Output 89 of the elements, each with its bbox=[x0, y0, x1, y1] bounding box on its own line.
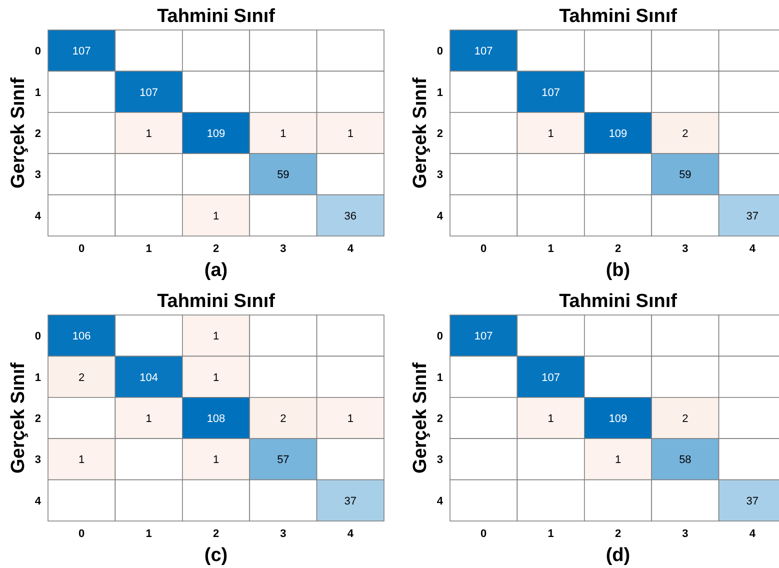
x-tick-label: 0 bbox=[480, 243, 487, 255]
data-label: 109 bbox=[608, 128, 628, 140]
data-label: 107 bbox=[72, 46, 91, 58]
y-tick-label: 4 bbox=[34, 495, 42, 508]
data-label: 109 bbox=[608, 413, 628, 425]
x-tick-label: 3 bbox=[682, 528, 688, 540]
y-tick-label: 2 bbox=[34, 413, 41, 425]
data-label: 1 bbox=[614, 454, 622, 466]
chart-title: Tahmini Sınıf bbox=[157, 291, 276, 312]
data-label: 106 bbox=[72, 330, 91, 343]
data-label: 37 bbox=[746, 495, 759, 508]
data-label: 1 bbox=[347, 128, 354, 140]
y-axis-title: Gerçek Sınıf bbox=[410, 76, 431, 188]
chart-title: Tahmini Sınıf bbox=[559, 291, 678, 312]
data-label: 58 bbox=[679, 454, 692, 466]
data-label: 1 bbox=[146, 413, 152, 425]
data-label: 37 bbox=[344, 495, 357, 508]
y-tick-label: 1 bbox=[436, 372, 443, 384]
data-label: 1 bbox=[212, 210, 220, 222]
text: (c) bbox=[204, 545, 228, 566]
data-label: 57 bbox=[277, 454, 290, 466]
data-label: 2 bbox=[280, 413, 286, 425]
data-label: 2 bbox=[682, 128, 688, 140]
y-axis-title: Gerçek Sınıf bbox=[8, 76, 29, 188]
x-tick-label: 4 bbox=[749, 243, 756, 255]
chart-title: Tahmini Sınıf bbox=[157, 6, 276, 27]
text: (b) bbox=[606, 260, 630, 281]
chart-title: Tahmini Sınıf bbox=[559, 6, 678, 27]
x-tick-label: 2 bbox=[614, 243, 622, 255]
y-tick-label: 2 bbox=[436, 413, 443, 425]
x-tick-label: 3 bbox=[682, 243, 688, 255]
data-label: 59 bbox=[679, 169, 692, 182]
data-label: 1 bbox=[548, 128, 554, 140]
x-tick-label: 1 bbox=[548, 243, 554, 255]
y-tick-label: 1 bbox=[34, 86, 41, 99]
data-label: 1 bbox=[212, 330, 220, 343]
data-label: 1 bbox=[212, 372, 220, 384]
y-tick-label: 3 bbox=[34, 454, 41, 466]
x-tick-label: 4 bbox=[347, 528, 354, 540]
x-tick-label: 1 bbox=[548, 528, 554, 540]
data-label: 1 bbox=[548, 413, 554, 425]
data-label: 1 bbox=[280, 128, 286, 140]
data-label: 1 bbox=[212, 454, 220, 466]
data-label: 36 bbox=[344, 210, 357, 222]
x-tick-label: 0 bbox=[480, 528, 487, 540]
data-label: 107 bbox=[542, 372, 560, 384]
x-tick-label: 2 bbox=[212, 243, 220, 255]
y-tick-label: 3 bbox=[34, 169, 41, 182]
data-label: 1 bbox=[146, 128, 152, 140]
data-label: 59 bbox=[277, 169, 290, 182]
y-axis-title: Gerçek Sınıf bbox=[8, 362, 29, 474]
x-tick-label: 2 bbox=[212, 528, 220, 540]
data-label: 104 bbox=[140, 372, 158, 384]
text: (d) bbox=[606, 545, 630, 566]
x-tick-label: 4 bbox=[347, 243, 354, 255]
y-tick-label: 0 bbox=[436, 330, 443, 343]
x-tick-label: 4 bbox=[749, 528, 756, 540]
y-tick-label: 2 bbox=[34, 128, 41, 140]
data-label: 107 bbox=[542, 86, 560, 99]
x-tick-label: 3 bbox=[280, 243, 286, 255]
y-tick-label: 3 bbox=[436, 169, 443, 182]
y-tick-label: 0 bbox=[34, 46, 41, 58]
data-label: 2 bbox=[682, 413, 688, 425]
y-tick-label: 3 bbox=[436, 454, 443, 466]
x-tick-label: 3 bbox=[280, 528, 286, 540]
x-tick-label: 1 bbox=[146, 243, 152, 255]
data-label: 107 bbox=[140, 86, 158, 99]
x-tick-label: 1 bbox=[146, 528, 152, 540]
x-tick-label: 0 bbox=[78, 528, 85, 540]
y-tick-label: 4 bbox=[436, 495, 444, 508]
y-axis-title: Gerçek Sınıf bbox=[410, 362, 431, 474]
data-label: 1 bbox=[78, 454, 85, 466]
y-tick-label: 1 bbox=[34, 372, 41, 384]
data-label: 109 bbox=[206, 128, 226, 140]
data-label: 1 bbox=[347, 413, 354, 425]
text: (a) bbox=[204, 260, 228, 281]
data-label: 107 bbox=[474, 46, 493, 58]
x-tick-label: 0 bbox=[78, 243, 85, 255]
y-tick-label: 2 bbox=[436, 128, 443, 140]
data-label: 37 bbox=[746, 210, 759, 222]
x-tick-label: 2 bbox=[614, 528, 622, 540]
data-label: 108 bbox=[206, 413, 226, 425]
y-tick-label: 1 bbox=[436, 86, 443, 99]
y-tick-label: 0 bbox=[436, 46, 443, 58]
y-tick-label: 4 bbox=[34, 210, 42, 222]
data-label: 107 bbox=[474, 330, 493, 343]
y-tick-label: 0 bbox=[34, 330, 41, 343]
y-tick-label: 4 bbox=[436, 210, 444, 222]
data-label: 2 bbox=[78, 372, 85, 384]
